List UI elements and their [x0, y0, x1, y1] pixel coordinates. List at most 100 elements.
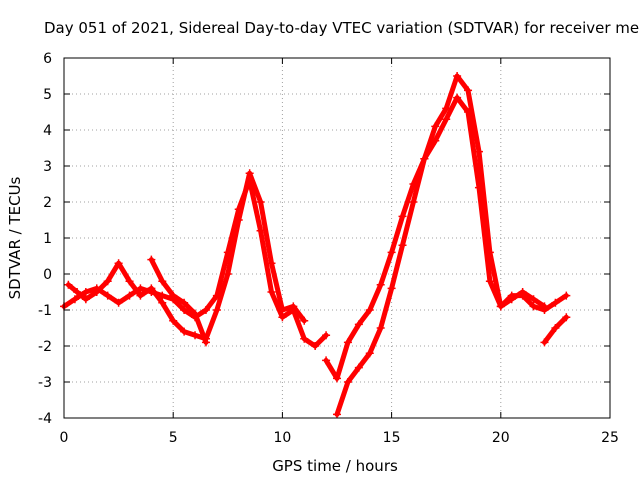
- data-point: [125, 291, 134, 300]
- data-point: [169, 316, 178, 325]
- data-point: [64, 280, 73, 289]
- data-point: [387, 284, 396, 293]
- data-point: [191, 309, 200, 318]
- data-point: [540, 302, 549, 311]
- data-point: [147, 284, 156, 293]
- data-point: [442, 104, 451, 113]
- y-tick-label: 2: [43, 195, 52, 211]
- data-point: [267, 288, 276, 296]
- data-point: [365, 349, 374, 358]
- data-point: [431, 122, 440, 131]
- data-point: [158, 298, 167, 307]
- data-point: [365, 306, 374, 314]
- y-tick-label: 6: [43, 51, 52, 67]
- data-point: [376, 324, 385, 332]
- data-point: [169, 291, 178, 300]
- series-3: [147, 255, 210, 347]
- y-tick-label: -2: [38, 339, 52, 355]
- data-point: [267, 259, 276, 268]
- data-point: [562, 313, 571, 322]
- data-point: [529, 295, 538, 304]
- data-point: [70, 295, 79, 304]
- data-point: [103, 291, 112, 300]
- data-point: [485, 277, 494, 286]
- data-point: [103, 277, 112, 286]
- series-line: [323, 95, 569, 381]
- y-tick-label: 0: [43, 267, 52, 283]
- data-point: [562, 291, 571, 300]
- x-tick-label: 15: [383, 430, 401, 446]
- data-point: [551, 324, 560, 332]
- data-point: [201, 338, 210, 347]
- data-point: [245, 169, 254, 178]
- y-tick-label: -3: [38, 375, 52, 391]
- data-point: [474, 147, 483, 156]
- data-point: [180, 327, 189, 336]
- series-2: [64, 169, 309, 343]
- data-point: [453, 72, 462, 80]
- data-point: [114, 259, 123, 268]
- series-6: [540, 313, 571, 347]
- data-point: [485, 248, 494, 257]
- data-point: [420, 154, 429, 163]
- grid-layer: [64, 58, 610, 418]
- y-tick-label: 1: [43, 231, 52, 247]
- data-point: [311, 342, 320, 350]
- data-point: [81, 288, 90, 296]
- data-point: [354, 363, 363, 372]
- data-point: [409, 198, 418, 206]
- data-point: [73, 288, 82, 296]
- y-tick-label: 4: [43, 123, 52, 139]
- data-point: [223, 270, 232, 278]
- data-point: [529, 302, 538, 311]
- data-point: [354, 320, 363, 329]
- data-point: [125, 277, 134, 286]
- data-point: [496, 302, 505, 311]
- data-point: [136, 291, 145, 300]
- data-point: [518, 288, 527, 296]
- chart-title: Day 051 of 2021, Sidereal Day-to-day VTE…: [44, 19, 640, 37]
- data-point: [212, 306, 221, 314]
- x-tick-label: 5: [169, 430, 178, 446]
- data-point: [343, 338, 352, 347]
- x-tick-label: 25: [601, 430, 619, 446]
- data-point: [453, 93, 462, 102]
- data-point: [398, 241, 407, 250]
- data-point: [180, 298, 189, 307]
- data-point: [442, 115, 451, 124]
- data-point: [256, 198, 265, 206]
- data-point: [114, 298, 123, 307]
- data-point: [191, 331, 200, 340]
- data-point: [234, 216, 243, 224]
- data-point: [398, 212, 407, 221]
- data-point: [92, 288, 101, 296]
- series-4: [322, 93, 571, 383]
- data-point: [464, 86, 473, 95]
- x-tick-label: 0: [60, 430, 69, 446]
- x-axis-title: GPS time / hours: [272, 457, 398, 475]
- data-point: [201, 306, 210, 314]
- data-point: [180, 306, 189, 314]
- data-point: [376, 280, 385, 289]
- data-point: [551, 298, 560, 307]
- data-point: [322, 331, 331, 340]
- data-point: [333, 374, 341, 383]
- data-point: [278, 313, 287, 322]
- axis-layer: 0 5 10 15 20 25 -4 -3 -2 -1 0 1 2 3 4 5 6: [38, 51, 619, 446]
- x-tick-label: 10: [273, 430, 291, 446]
- data-point: [289, 302, 298, 311]
- y-tick-label: -4: [38, 411, 52, 427]
- series-5: [333, 72, 549, 419]
- y-tick-label: 3: [43, 159, 52, 175]
- data-point: [300, 334, 309, 343]
- y-axis-title: SDTVAR / TECUs: [6, 176, 24, 299]
- data-point: [158, 277, 167, 286]
- y-tick-label: 5: [43, 87, 52, 103]
- data-point: [333, 410, 341, 419]
- x-tick-label: 20: [492, 430, 510, 446]
- data-point: [540, 338, 549, 347]
- series-line: [334, 73, 547, 417]
- data-point: [300, 316, 309, 325]
- data-layer: [60, 72, 571, 419]
